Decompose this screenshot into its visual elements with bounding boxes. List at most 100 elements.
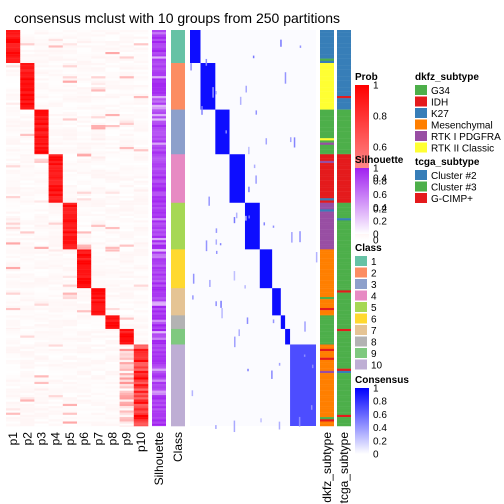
prob-cell — [20, 220, 35, 223]
tcga-subtype-cell — [337, 368, 351, 372]
prob-cell — [119, 384, 135, 387]
prob-cell — [20, 120, 35, 123]
prob-cell — [77, 156, 92, 159]
prob-cell — [48, 54, 64, 57]
prob-cell — [20, 401, 35, 405]
consensus-block — [229, 154, 245, 203]
prob-cell — [105, 93, 120, 97]
silhouette-cell — [152, 397, 166, 400]
prob-cell — [48, 312, 64, 315]
prob-cell — [133, 331, 149, 334]
prob-cell — [20, 32, 35, 35]
prob-cell — [133, 146, 149, 150]
prob-cell — [133, 76, 149, 79]
dkfz-subtype-cell — [320, 253, 334, 257]
prob-cell — [91, 344, 106, 347]
prob-cell — [6, 231, 21, 234]
prob-cell — [20, 266, 35, 270]
dkfz-subtype-cell — [320, 296, 334, 300]
prob-cell — [119, 109, 135, 110]
prob-cell — [62, 269, 78, 272]
prob-cell — [34, 218, 49, 221]
prob-cell — [20, 421, 35, 424]
silhouette-cell — [152, 127, 166, 130]
prob-cell — [20, 375, 35, 378]
silhouette-cell — [152, 187, 166, 190]
prob-cell — [20, 124, 35, 128]
silhouette-cell — [152, 116, 166, 119]
prob-cell — [34, 362, 49, 365]
prob-cell — [20, 142, 35, 145]
prob-cell — [91, 412, 106, 416]
prob-cell — [105, 386, 120, 389]
prob-cell — [34, 366, 49, 369]
prob-cell — [105, 301, 120, 304]
prob-cell — [20, 200, 35, 203]
prob-cell — [62, 339, 78, 343]
prob-cell — [133, 408, 149, 411]
prob-cell — [20, 160, 35, 164]
prob-cell — [6, 331, 21, 334]
prob-cell — [62, 240, 78, 243]
prob-cell — [119, 290, 135, 293]
silhouette-cell — [152, 364, 166, 367]
prob-cell — [105, 414, 120, 418]
dkfz-subtype-cell — [320, 264, 334, 268]
prob-cell — [20, 388, 35, 391]
prob-cell — [105, 140, 120, 143]
prob-cell — [133, 153, 149, 155]
prob-cell — [77, 107, 92, 110]
silhouette-cell — [152, 189, 166, 192]
silhouette-cell — [152, 357, 166, 361]
prob-cell — [105, 102, 120, 105]
prob-cell — [133, 65, 149, 68]
prob-cell — [119, 151, 135, 154]
prob-cell — [62, 169, 78, 173]
tcga-subtype-cell — [337, 266, 351, 270]
prob-cell — [48, 182, 64, 186]
silhouette-cell — [152, 242, 166, 245]
prob-cell — [91, 319, 106, 323]
tcga-subtype-cell — [337, 91, 351, 94]
consensus-noise — [190, 63, 192, 71]
tcga-subtype-cell — [337, 286, 351, 289]
tcga-subtype-cell — [337, 305, 351, 309]
prob-cell — [105, 41, 120, 44]
prob-cell — [77, 244, 92, 247]
prob-cell — [48, 43, 64, 46]
prob-cell — [62, 410, 78, 413]
prob-cell — [105, 277, 120, 281]
prob-cell — [77, 32, 92, 35]
prob-cell — [133, 30, 149, 33]
prob-cell — [77, 138, 92, 141]
prob-cell — [119, 355, 135, 358]
dkfz-subtype-cell — [320, 333, 334, 336]
prob-cell — [119, 222, 135, 225]
prob-cell — [48, 307, 64, 311]
prob-cell — [48, 163, 64, 166]
prob-cell — [119, 423, 135, 427]
prob-cell — [62, 131, 78, 134]
prob-cell — [77, 305, 92, 309]
tcga-subtype-cell — [337, 69, 351, 72]
prob-cell — [48, 421, 64, 424]
prob-cell — [62, 282, 78, 285]
prob-cell — [77, 222, 92, 225]
prob-cell — [77, 326, 92, 329]
prob-cell — [62, 85, 78, 88]
prob-cell — [91, 213, 106, 217]
prob-cell — [91, 410, 106, 413]
prob-cell — [77, 384, 92, 387]
prob-cell — [77, 290, 92, 293]
prob-cell — [91, 251, 106, 254]
dkfz-subtype-cell — [320, 154, 334, 157]
class-column-label: Class — [171, 432, 185, 462]
prob-cell — [91, 357, 106, 361]
prob-cell — [62, 144, 78, 148]
silhouette-cell — [152, 284, 166, 287]
prob-cell — [91, 49, 106, 53]
prob-cell — [6, 353, 21, 356]
prob-cell — [105, 129, 120, 132]
prob-cell — [34, 233, 49, 236]
dkfz-subtype-cell — [320, 138, 334, 141]
